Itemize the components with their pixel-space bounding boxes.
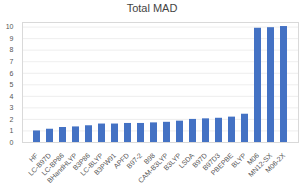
svg-text:7: 7 xyxy=(10,58,14,65)
svg-text:8: 8 xyxy=(10,46,14,53)
svg-text:BHandHLYP: BHandHLYP xyxy=(45,151,79,185)
svg-text:M06: M06 xyxy=(245,151,261,167)
svg-text:9: 9 xyxy=(10,35,14,42)
svg-text:LSDA: LSDA xyxy=(177,151,196,170)
svg-text:4: 4 xyxy=(10,93,14,100)
svg-text:10: 10 xyxy=(6,23,14,30)
svg-text:B97D3: B97D3 xyxy=(201,151,222,172)
svg-text:LC-BLYP: LC-BLYP xyxy=(79,151,105,177)
svg-text:B97D: B97D xyxy=(191,151,209,169)
svg-text:LC-B97D: LC-B97D xyxy=(27,151,53,177)
svg-text:B3PW91: B3PW91 xyxy=(92,151,118,177)
svg-text:B97-2: B97-2 xyxy=(125,152,143,170)
svg-text:1: 1 xyxy=(10,127,14,134)
svg-text:2: 2 xyxy=(10,116,14,123)
svg-text:5: 5 xyxy=(10,81,14,88)
svg-text:B3LYP: B3LYP xyxy=(162,151,183,172)
svg-text:3: 3 xyxy=(10,104,14,111)
svg-text:MN12-SX: MN12-SX xyxy=(246,151,274,179)
svg-text:BLYP: BLYP xyxy=(230,151,247,168)
svg-text:PBEPBE: PBEPBE xyxy=(209,151,235,177)
svg-text:B98: B98 xyxy=(142,151,157,166)
svg-text:0: 0 xyxy=(10,139,14,146)
svg-text:M06-2X: M06-2X xyxy=(264,151,287,174)
svg-text:APFD: APFD xyxy=(112,151,131,170)
svg-text:HF: HF xyxy=(27,151,40,164)
svg-text:LC-BP86: LC-BP86 xyxy=(40,151,66,177)
svg-text:6: 6 xyxy=(10,70,14,77)
svg-text:CAM-B3LYP: CAM-B3LYP xyxy=(136,151,170,185)
html-text:Total MAD: Total MAD xyxy=(126,2,178,14)
svg-text:B3P86: B3P86 xyxy=(71,151,92,172)
